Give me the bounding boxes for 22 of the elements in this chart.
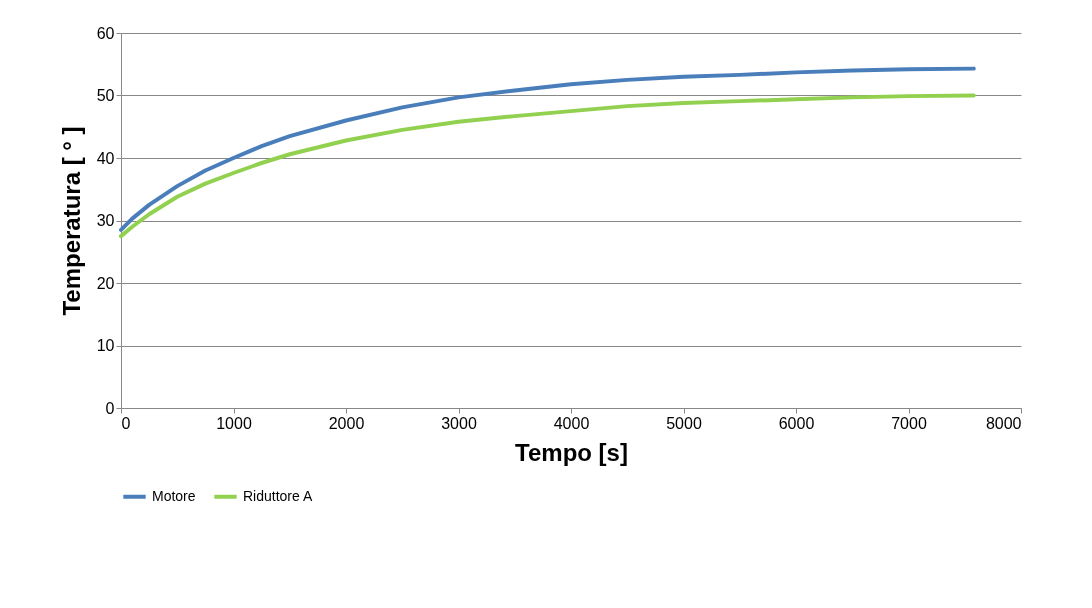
- x-tick-label: 5000: [666, 414, 702, 432]
- y-tick-label: 20: [96, 274, 115, 292]
- x-tick-label: 6000: [778, 414, 815, 432]
- y-tick-label: 50: [96, 87, 115, 104]
- y-tick-label: 30: [96, 212, 115, 229]
- x-tick-label: 7000: [891, 414, 927, 432]
- x-tick-label: 0: [121, 414, 131, 432]
- line-series: [119, 66, 976, 232]
- legend-label: Motore: [152, 487, 196, 504]
- y-tick-label: 40: [96, 149, 115, 167]
- x-tick-label: 8000: [985, 414, 1022, 432]
- y-tick-label: 10: [96, 337, 115, 354]
- x-axis-title: Tempo [s]: [515, 438, 628, 466]
- y-tick-label: 0: [105, 399, 115, 417]
- line-series: [119, 93, 976, 239]
- legend-label: Riduttore A: [243, 487, 313, 504]
- y-tick-label: 60: [96, 24, 115, 42]
- x-tick-label: 2000: [328, 414, 365, 432]
- x-tick-label: 4000: [553, 414, 590, 432]
- x-tick-label: 1000: [216, 414, 252, 432]
- y-axis-title: Temperatura [ ° ]: [57, 126, 85, 316]
- x-tick-label: 3000: [441, 414, 477, 432]
